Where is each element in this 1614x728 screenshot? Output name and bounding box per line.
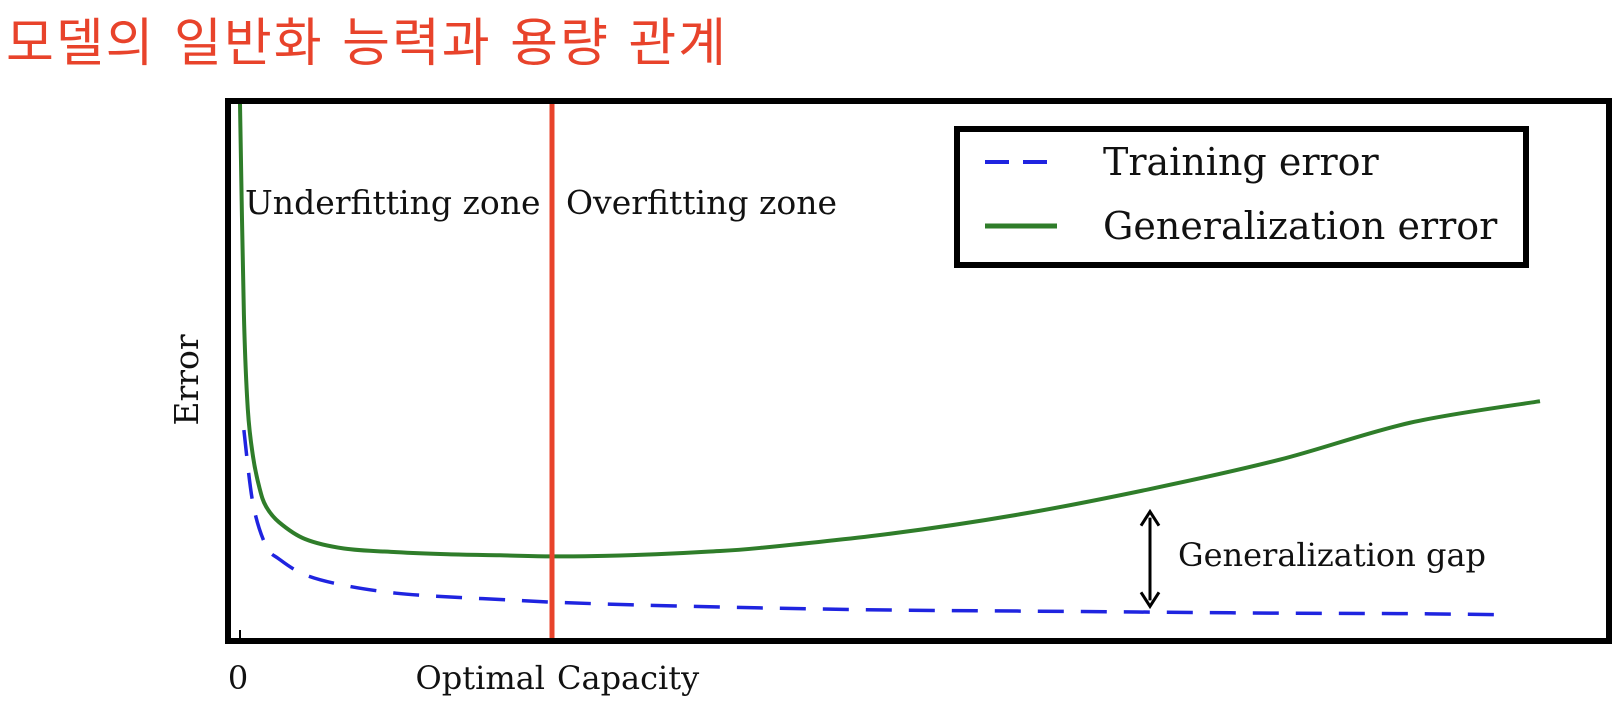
legend-box [954, 126, 1529, 268]
legend-training-label: Training error [1103, 140, 1380, 184]
gap-arrow-head-bottom [1139, 591, 1161, 610]
overfitting-zone-label: Overfitting zone [566, 183, 837, 222]
plot-frame [225, 98, 1612, 644]
generalization-error-line [238, 103, 1541, 559]
legend-generalization-label: Generalization error [1103, 204, 1498, 248]
gap-arrow-head-top [1139, 508, 1161, 527]
generalization-gap-label: Generalization gap [1178, 536, 1486, 574]
generalization-gap-arrow [1139, 508, 1161, 610]
x-tick-zero: 0 [228, 659, 248, 697]
underfitting-zone-label: Underfitting zone [245, 183, 541, 222]
x-axis-label: Capacity [557, 659, 699, 697]
training-error-line [242, 429, 1508, 617]
y-axis-label: Error [167, 334, 206, 426]
slide-title: 모델의 일반화 능력과 용량 관계 [6, 14, 729, 74]
x-tick-optimal: Optimal [416, 659, 545, 697]
